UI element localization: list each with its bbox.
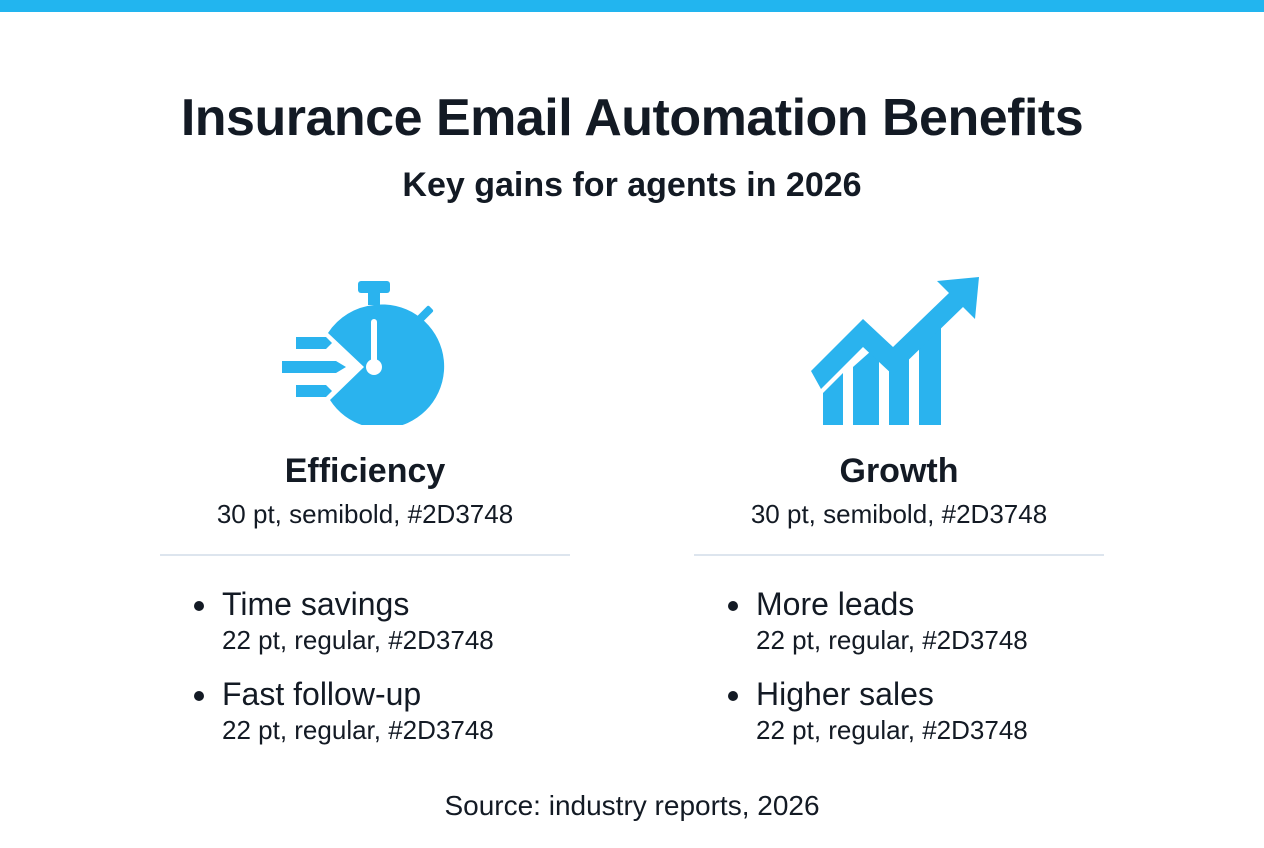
- list-item: Fast follow-up 22 pt, regular, #2D3748: [190, 676, 570, 748]
- list-item: More leads 22 pt, regular, #2D3748: [724, 586, 1104, 658]
- top-accent-bar: [0, 0, 1264, 12]
- list-item: Time savings 22 pt, regular, #2D3748: [190, 586, 570, 658]
- bullet-label: More leads: [756, 586, 915, 622]
- bullet-meta: 22 pt, regular, #2D3748: [222, 625, 494, 655]
- growth-bullets: More leads 22 pt, regular, #2D3748 Highe…: [694, 586, 1104, 748]
- efficiency-title: Efficiency: [284, 452, 446, 490]
- bullet-dot-icon: [728, 691, 738, 701]
- source-note: Source: industry reports, 2026: [444, 790, 820, 821]
- stopwatch-speed-icon: [160, 270, 570, 430]
- bullet-label: Higher sales: [756, 676, 934, 712]
- growth-title: Growth: [839, 452, 959, 490]
- bullet-meta: 22 pt, regular, #2D3748: [756, 715, 1028, 745]
- growth-chart-icon: [694, 270, 1104, 430]
- page-title: Insurance Email Automation Benefits: [180, 89, 1084, 147]
- growth-title-meta: 30 pt, semibold, #2D3748: [750, 499, 1048, 529]
- bullet-meta: 22 pt, regular, #2D3748: [756, 625, 1028, 655]
- efficiency-title-meta: 30 pt, semibold, #2D3748: [216, 499, 514, 529]
- bullet-dot-icon: [194, 691, 204, 701]
- bullet-dot-icon: [728, 601, 738, 611]
- efficiency-bullets: Time savings 22 pt, regular, #2D3748 Fas…: [160, 586, 570, 748]
- divider: [160, 554, 570, 556]
- list-item: Higher sales 22 pt, regular, #2D3748: [724, 676, 1104, 748]
- efficiency-column: Efficiency 30 pt, semibold, #2D3748 Time…: [160, 270, 570, 766]
- growth-column: Growth 30 pt, semibold, #2D3748 More lea…: [694, 270, 1104, 766]
- bullet-label: Time savings: [222, 586, 410, 622]
- bullet-label: Fast follow-up: [222, 676, 422, 712]
- page-subtitle: Key gains for agents in 2026: [402, 166, 862, 204]
- divider: [694, 554, 1104, 556]
- bullet-dot-icon: [194, 601, 204, 611]
- bullet-meta: 22 pt, regular, #2D3748: [222, 715, 494, 745]
